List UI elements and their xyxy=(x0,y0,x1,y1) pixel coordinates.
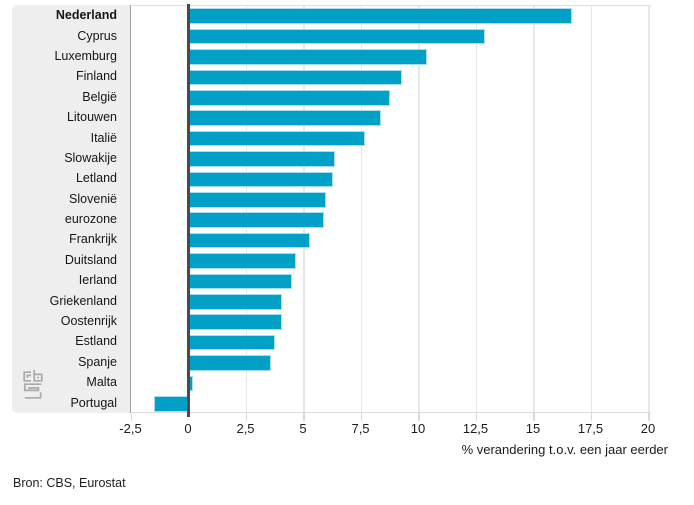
bar xyxy=(189,355,271,371)
bar xyxy=(189,90,391,106)
x-tick-label: -2,5 xyxy=(119,421,142,436)
category-label: Nederland xyxy=(55,8,117,23)
category-label: Malta xyxy=(86,375,117,390)
category-label: Griekenland xyxy=(49,293,117,308)
category-label: Portugal xyxy=(70,395,117,410)
x-tick-label: 12,5 xyxy=(462,421,489,436)
bar xyxy=(189,334,276,351)
gridline xyxy=(245,6,247,412)
x-axis-title: % verandering t.o.v. een jaar eerder xyxy=(461,442,668,457)
bar xyxy=(189,212,324,228)
gridline xyxy=(418,6,420,412)
bar xyxy=(189,273,292,290)
axis-tick xyxy=(360,413,362,421)
bar xyxy=(189,314,283,330)
bar xyxy=(189,130,366,147)
plot-area xyxy=(132,5,651,413)
bar xyxy=(189,253,297,269)
category-label: België xyxy=(82,89,117,104)
bar xyxy=(189,294,283,310)
x-tick-label: 10 xyxy=(410,421,426,436)
gridline xyxy=(303,6,305,412)
x-tick-label: 0 xyxy=(184,421,192,436)
category-label: Spanje xyxy=(78,354,117,369)
category-label: Slovenië xyxy=(69,191,117,206)
category-label: eurozone xyxy=(64,212,117,227)
axis-tick xyxy=(475,413,477,421)
bar xyxy=(189,171,333,188)
category-label: Litouwen xyxy=(66,110,117,125)
cbs-logo-icon xyxy=(23,369,43,399)
gridline xyxy=(648,6,650,412)
bar xyxy=(189,151,336,167)
axis-tick xyxy=(303,413,305,421)
gridline xyxy=(475,6,477,412)
x-tick-label: 5 xyxy=(299,421,307,436)
bar xyxy=(189,49,428,65)
gridline xyxy=(590,6,592,412)
axis-tick xyxy=(533,413,535,421)
category-label: Estland xyxy=(75,334,117,349)
category-label: Frankrijk xyxy=(69,232,117,247)
source-caption: Bron: CBS, Eurostat xyxy=(13,476,126,490)
bar xyxy=(189,69,402,86)
axis-tick xyxy=(245,413,247,421)
category-label: Luxemburg xyxy=(54,48,117,63)
x-tick-label: 20 xyxy=(640,421,656,436)
bar xyxy=(189,232,310,249)
category-label: Oostenrijk xyxy=(60,314,117,329)
axis-tick xyxy=(590,413,592,421)
axis-tick xyxy=(418,413,420,421)
x-tick-label: 7,5 xyxy=(351,421,370,436)
bar xyxy=(189,28,485,45)
category-label: Finland xyxy=(76,69,117,84)
bar xyxy=(189,8,573,24)
bar xyxy=(189,375,193,392)
bar xyxy=(189,192,326,208)
axis-tick xyxy=(648,413,650,421)
category-label: Letland xyxy=(75,171,117,186)
category-label: Italië xyxy=(90,130,117,145)
category-label: Slowakije xyxy=(64,150,117,165)
x-tick-label: 15 xyxy=(525,421,541,436)
category-label-panel: Nederland Cyprus Luxemburg Finland België Lit… xyxy=(12,5,131,413)
gridline xyxy=(360,6,362,412)
category-label: Ierland xyxy=(78,273,117,288)
gridline xyxy=(533,6,535,412)
bar xyxy=(189,110,382,126)
category-label: Duitsland xyxy=(64,252,117,267)
x-tick-label: 2,5 xyxy=(236,421,255,436)
x-tick-label: 17,5 xyxy=(577,421,604,436)
bar xyxy=(153,396,188,412)
zero-axis-line xyxy=(187,4,190,417)
category-label: Cyprus xyxy=(77,28,117,43)
axis-tick xyxy=(130,413,132,421)
